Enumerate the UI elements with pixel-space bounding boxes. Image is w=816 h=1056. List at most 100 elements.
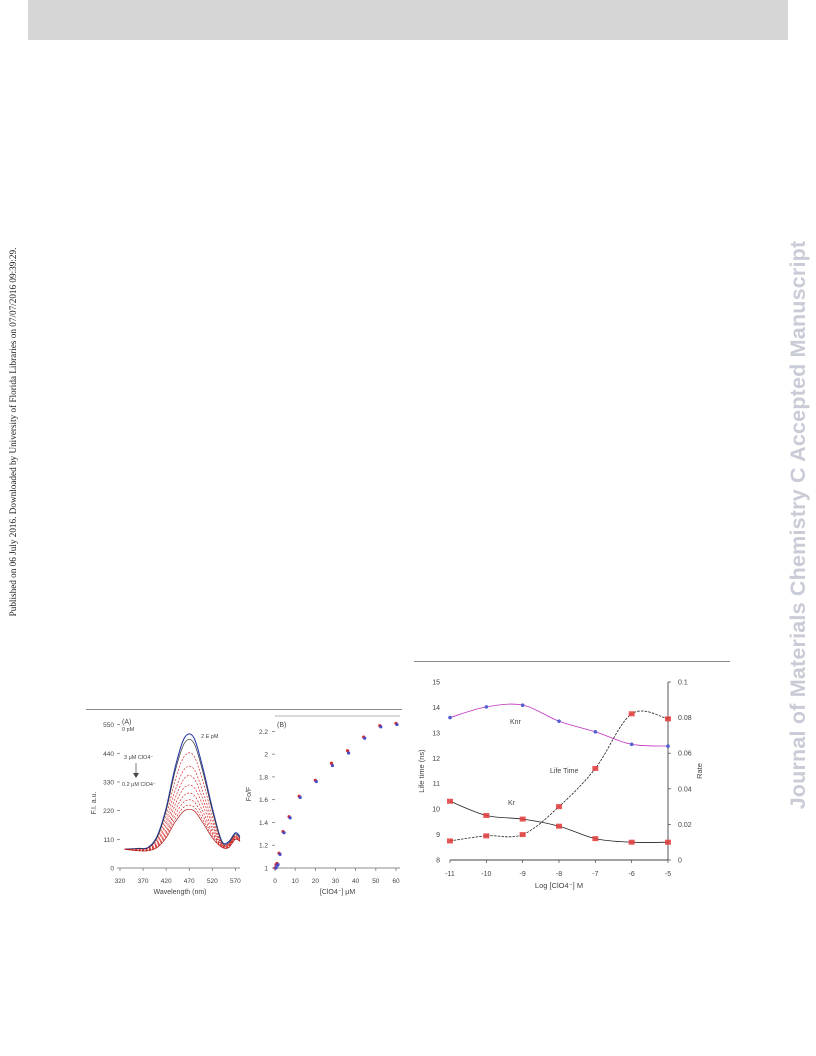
y-tick-label: 9	[436, 832, 440, 839]
data-point	[629, 742, 634, 747]
y-tick-label: 1.6	[259, 797, 268, 804]
data-point	[314, 779, 318, 784]
y-tick-label: 11	[433, 781, 440, 788]
y-tick-label: 1.4	[259, 820, 268, 827]
x-tick-label: 0	[273, 878, 277, 885]
x-tick-label: 520	[207, 878, 218, 885]
header-bar	[28, 0, 788, 40]
x-axis-label: Wavelength (nm)	[153, 889, 206, 896]
x-tick-label: 20	[312, 878, 320, 885]
data-point	[447, 798, 453, 804]
y-axis-label: Life time (ns)	[417, 749, 426, 793]
x-tick-label: 470	[184, 878, 195, 885]
y-tick-label: 220	[103, 808, 114, 815]
y-tick-label: 2.2	[259, 729, 268, 736]
x-tick-label: -11	[445, 871, 455, 878]
x-tick-label: 30	[332, 878, 340, 885]
y-tick-label: 2	[264, 752, 268, 759]
data-point	[592, 765, 599, 771]
x-tick-label: 40	[352, 878, 360, 885]
data-point	[276, 862, 280, 867]
x-tick-label: -5	[665, 871, 671, 878]
x-tick-label: -8	[556, 871, 562, 878]
y-right-tick-label: 0.04	[678, 786, 692, 793]
y-right-tick-label: 0	[678, 858, 682, 865]
y-right-tick-label: 0.02	[678, 822, 692, 829]
x-tick-label: 50	[372, 878, 380, 885]
x-tick-label: 570	[230, 878, 241, 885]
data-point	[330, 763, 335, 768]
figure-rule-left	[86, 709, 402, 710]
series-label: Life Time	[550, 768, 579, 775]
data-point	[519, 832, 526, 838]
x-tick-label: -10	[481, 871, 491, 878]
spectrum-line	[124, 804, 241, 852]
y-tick-label: 13	[432, 730, 440, 737]
x-tick-label: 370	[138, 878, 149, 885]
data-point	[483, 833, 490, 839]
x-tick-label: -9	[520, 871, 526, 878]
panel-label: (A)	[122, 719, 131, 726]
data-point	[288, 816, 292, 820]
y-tick-label: 1.2	[259, 843, 268, 850]
y-tick-label: 550	[103, 722, 114, 729]
annotation-text: 2 E pM	[201, 734, 219, 740]
data-point	[278, 852, 282, 856]
spectrum-line	[124, 799, 241, 852]
x-tick-label: 10	[292, 878, 300, 885]
data-point	[557, 719, 561, 723]
data-point	[665, 716, 671, 722]
data-point	[593, 730, 598, 734]
x-tick-label: 60	[392, 878, 400, 885]
y-right-tick-label: 0.06	[678, 751, 692, 758]
y-tick-label: 330	[103, 779, 114, 786]
spectrum-line	[124, 808, 241, 852]
spectrum-line	[124, 752, 241, 850]
series-line	[449, 703, 669, 747]
data-point	[592, 836, 599, 842]
x-tick-label: 320	[115, 878, 126, 885]
series-line	[449, 710, 669, 842]
y-tick-label: 1	[264, 866, 268, 873]
panel-label: (B)	[277, 722, 286, 729]
y-right-axis-label: Rate	[695, 763, 704, 779]
y-tick-label: 12	[432, 756, 440, 763]
data-point	[363, 736, 367, 740]
y-tick-label: 0	[110, 866, 114, 873]
data-point	[395, 722, 399, 727]
figure-rule-right	[414, 661, 730, 662]
data-point	[379, 725, 383, 729]
annotation-text: 0 pM	[122, 727, 135, 733]
spectrum-line	[124, 733, 241, 850]
data-point	[282, 831, 286, 835]
y-axis-label: F.I. a.u.	[91, 791, 98, 814]
y-tick-label: 110	[104, 837, 115, 844]
data-point	[556, 804, 562, 810]
data-point	[448, 715, 452, 720]
x-axis-label: [ClO4⁻] μM	[320, 889, 356, 896]
data-point	[666, 744, 670, 748]
data-point	[665, 839, 671, 845]
spectrum-line	[124, 784, 241, 851]
annotation-text: 3 μM ClO4⁻	[124, 755, 153, 761]
data-point	[520, 703, 525, 707]
data-point	[484, 705, 489, 709]
y-tick-label: 15	[432, 680, 440, 687]
y-tick-label: 1.8	[259, 774, 268, 781]
data-point	[519, 816, 526, 822]
y-tick-label: 14	[432, 705, 440, 712]
y-tick-label: 10	[432, 807, 440, 814]
annotation-text: 0.2 μM ClO4⁻	[122, 782, 156, 788]
data-point	[628, 839, 635, 845]
y-right-tick-label: 0.08	[678, 715, 692, 722]
spectrum-line	[124, 738, 241, 850]
x-axis-label: Log [ClO4⁻] M	[535, 881, 583, 890]
data-point	[556, 823, 562, 829]
y-axis-label: Fo/F	[246, 787, 253, 801]
series-label: Knr	[510, 719, 522, 726]
data-point	[447, 838, 453, 844]
x-tick-label: -7	[592, 871, 598, 878]
